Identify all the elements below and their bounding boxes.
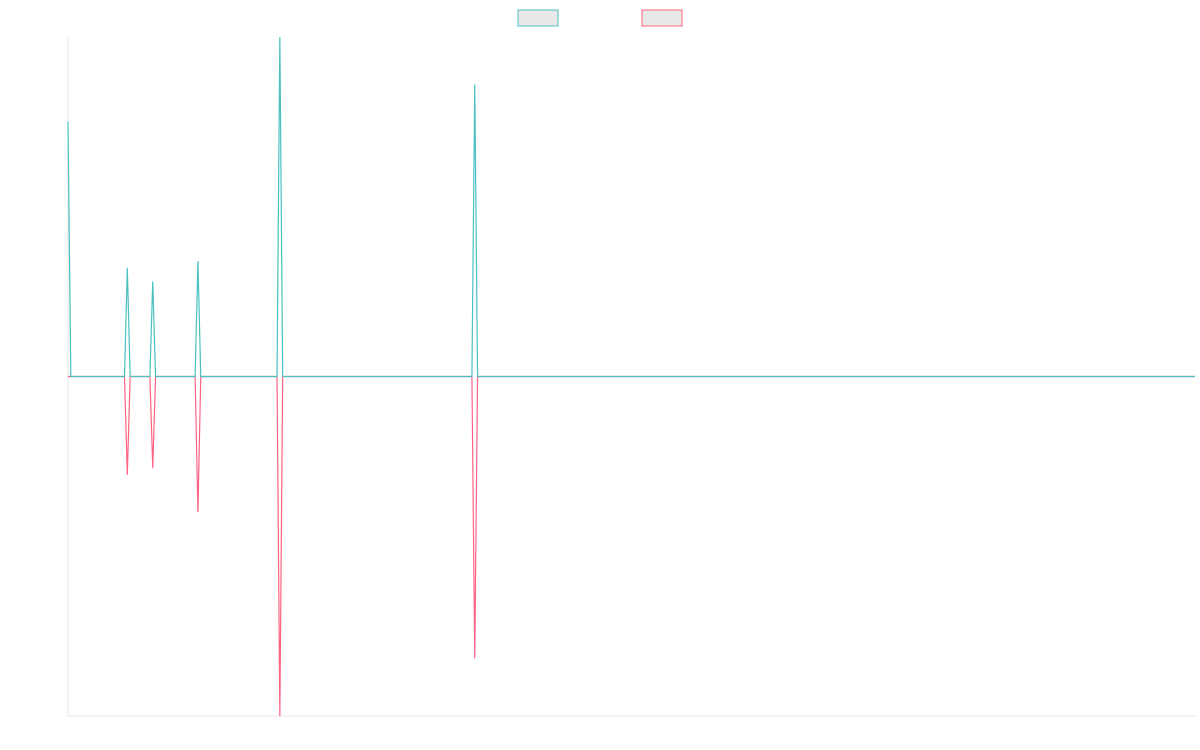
- legend-swatch-2[interactable]: [641, 9, 683, 27]
- series-line-2: [68, 375, 1195, 717]
- legend-swatch-1[interactable]: [517, 9, 559, 27]
- series-line-1: [67, 36, 1195, 378]
- legend: [517, 9, 683, 27]
- series-group: [67, 36, 1195, 717]
